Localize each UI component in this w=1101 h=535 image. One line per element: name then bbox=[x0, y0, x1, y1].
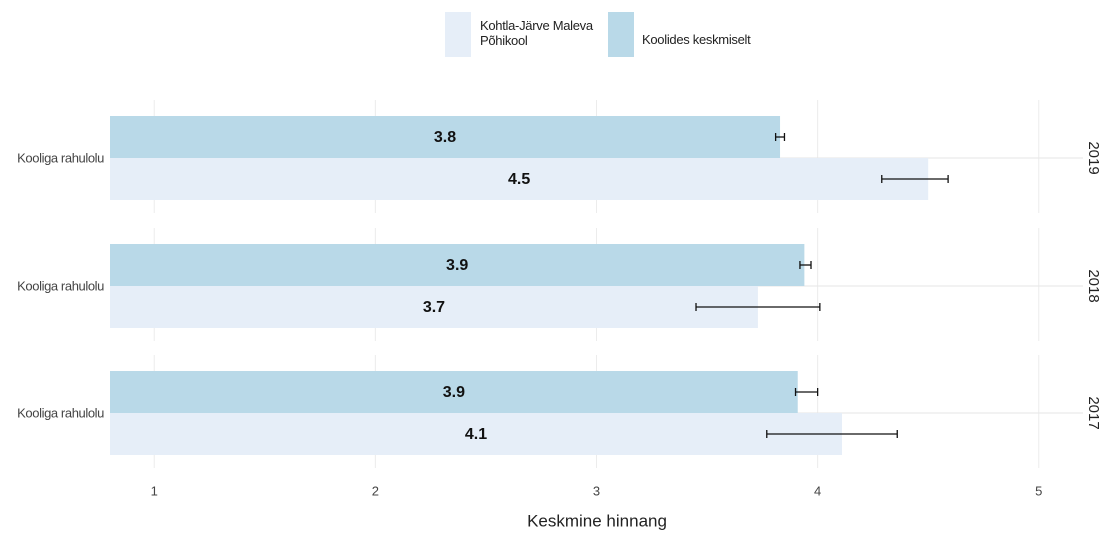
legend-swatch bbox=[608, 12, 634, 57]
x-tick-label: 4 bbox=[814, 483, 821, 498]
error-bar bbox=[881, 175, 949, 183]
value-label: 3.8 bbox=[434, 129, 456, 146]
error-bar bbox=[774, 133, 786, 141]
x-tick-label: 1 bbox=[151, 483, 158, 498]
value-label: 4.5 bbox=[508, 171, 530, 188]
legend-swatch bbox=[445, 12, 471, 57]
x-axis-label: Keskmine hinnang bbox=[527, 511, 667, 530]
bar bbox=[110, 244, 805, 286]
bar bbox=[110, 286, 758, 328]
x-tick-label: 2 bbox=[372, 483, 379, 498]
error-bar bbox=[794, 388, 819, 396]
y-tick-label: Kooliga rahulolu bbox=[17, 150, 104, 165]
error-bar bbox=[799, 261, 812, 269]
error-bar bbox=[766, 430, 898, 438]
y-tick-label: Kooliga rahulolu bbox=[17, 278, 104, 293]
x-tick-label: 5 bbox=[1035, 483, 1042, 498]
x-tick-label: 3 bbox=[593, 483, 600, 498]
value-label: 3.9 bbox=[446, 257, 468, 274]
facet-label: 2018 bbox=[1085, 269, 1101, 302]
bar bbox=[110, 158, 929, 200]
y-tick-label: Kooliga rahulolu bbox=[17, 405, 104, 420]
bar bbox=[110, 116, 781, 158]
facet-label: 2019 bbox=[1085, 141, 1101, 174]
value-label: 4.1 bbox=[465, 426, 487, 443]
bar bbox=[110, 413, 842, 455]
error-bar bbox=[695, 303, 821, 311]
legend-label: Koolides keskmiselt bbox=[642, 32, 751, 47]
legend-label: Kohtla-Järve Maleva Põhikool bbox=[480, 18, 593, 48]
value-label: 3.7 bbox=[423, 299, 445, 316]
value-label: 3.9 bbox=[443, 384, 465, 401]
facet-label: 2017 bbox=[1085, 396, 1101, 429]
bar bbox=[110, 371, 798, 413]
